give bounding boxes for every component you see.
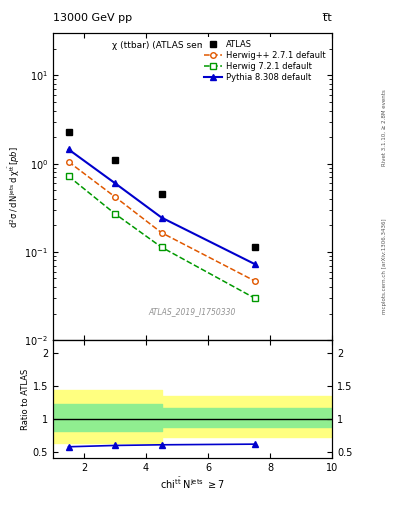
Text: mcplots.cern.ch [arXiv:1306.3436]: mcplots.cern.ch [arXiv:1306.3436] xyxy=(382,219,387,314)
Text: t̅t: t̅t xyxy=(323,12,332,23)
Text: ATLAS_2019_I1750330: ATLAS_2019_I1750330 xyxy=(149,307,236,315)
Text: 13000 GeV pp: 13000 GeV pp xyxy=(53,12,132,23)
X-axis label: $\mathsf{chi^{t\bar{t}}\;N^{jets}\;\geq 7}$: $\mathsf{chi^{t\bar{t}}\;N^{jets}\;\geq … xyxy=(160,476,225,491)
Y-axis label: Ratio to ATLAS: Ratio to ATLAS xyxy=(21,369,30,430)
Text: χ (ttbar) (ATLAS semileptonic ttbar): χ (ttbar) (ATLAS semileptonic ttbar) xyxy=(112,41,273,50)
Legend: ATLAS, Herwig++ 2.7.1 default, Herwig 7.2.1 default, Pythia 8.308 default: ATLAS, Herwig++ 2.7.1 default, Herwig 7.… xyxy=(202,37,328,84)
Y-axis label: $\mathsf{d^2\sigma\,/\,d\,N^{jets}\,d\,\chi^{t\bar{t}}}\,[pb]$: $\mathsf{d^2\sigma\,/\,d\,N^{jets}\,d\,\… xyxy=(6,146,22,228)
Text: Rivet 3.1.10, ≥ 2.8M events: Rivet 3.1.10, ≥ 2.8M events xyxy=(382,90,387,166)
